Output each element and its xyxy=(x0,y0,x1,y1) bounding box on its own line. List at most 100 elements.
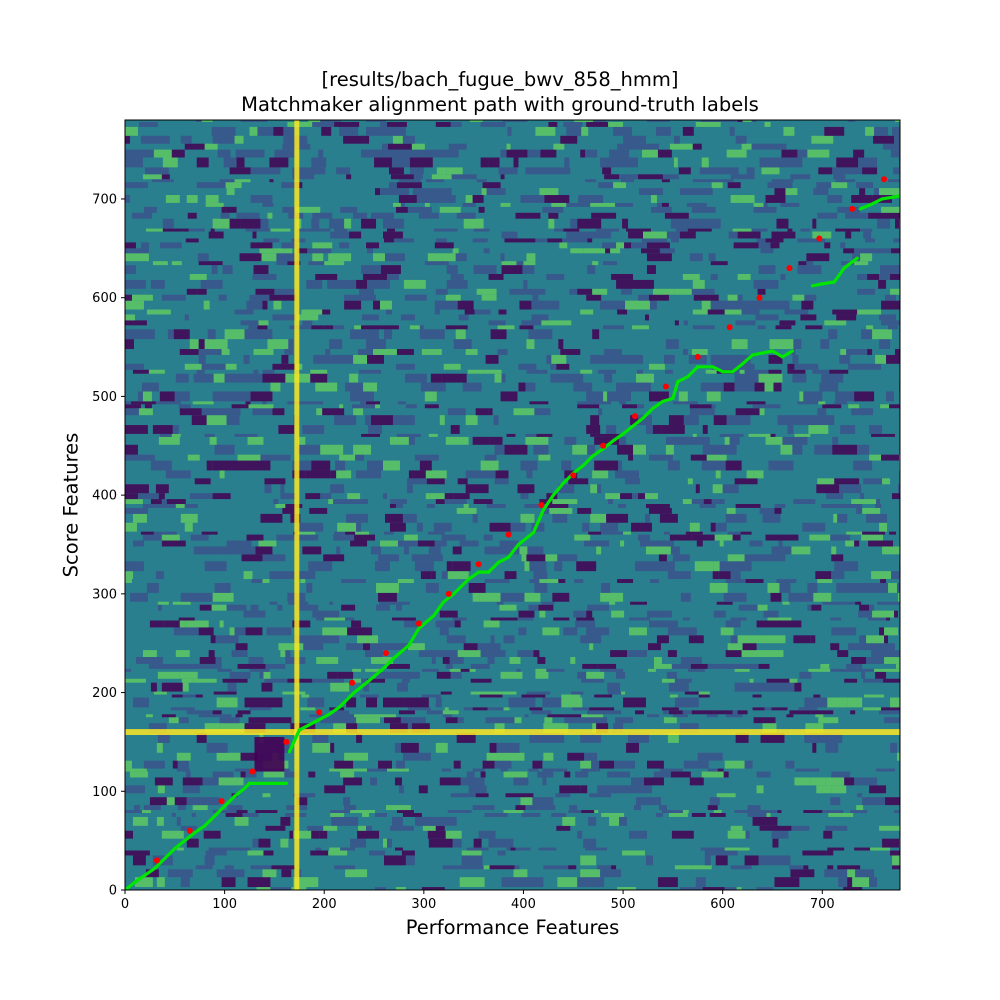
heatmap-cell xyxy=(470,678,492,683)
heatmap-cell xyxy=(340,847,356,851)
heatmap-cell xyxy=(145,135,170,144)
heatmap-cell xyxy=(597,484,602,494)
heatmap-cell xyxy=(453,760,461,769)
heatmap-cell xyxy=(524,504,547,508)
heatmap-cell xyxy=(236,212,260,219)
heatmap-cell xyxy=(854,261,869,266)
heatmap-cell xyxy=(598,195,604,203)
heatmap-cell xyxy=(514,717,522,724)
heatmap-cell xyxy=(751,554,771,562)
heatmap-cell xyxy=(728,231,738,239)
heatmap-cell xyxy=(358,349,374,355)
heatmap-cell xyxy=(568,810,582,813)
heatmap-cell xyxy=(319,830,328,839)
heatmap-cell xyxy=(238,604,247,611)
heatmap-cell xyxy=(472,768,481,772)
heatmap-cell xyxy=(442,710,459,715)
heatmap-cell xyxy=(391,157,410,168)
heatmap-cell xyxy=(482,182,501,189)
heatmap-cell xyxy=(691,534,715,541)
heatmap-cell xyxy=(752,404,757,409)
heatmap-cell xyxy=(590,484,598,494)
heatmap-cell xyxy=(517,484,535,494)
heatmap-cell xyxy=(236,810,248,813)
heatmap-cell xyxy=(626,742,640,753)
heatmap-cell xyxy=(712,484,723,494)
heatmap-cell xyxy=(851,499,877,505)
alignment-path-segment xyxy=(417,613,436,630)
x-axis-ticks: 0 100 200 300 400 500 600 700 xyxy=(121,890,835,912)
heatmap-cell xyxy=(138,329,155,340)
alignment-path-segment xyxy=(541,493,555,512)
heatmap-cell xyxy=(592,261,599,266)
heatmap-cell xyxy=(800,314,817,321)
heatmap-cell xyxy=(509,657,521,664)
heatmap-cell xyxy=(297,174,315,180)
heatmap-cell xyxy=(334,760,354,769)
heatmap-cell xyxy=(125,242,136,249)
ground-truth-label-point xyxy=(415,620,422,627)
heatmap-cell xyxy=(298,571,316,580)
heatmap-cell xyxy=(434,309,440,315)
heatmap-cell xyxy=(264,484,272,494)
heatmap-cell xyxy=(480,460,499,471)
heatmap-cell xyxy=(220,212,230,219)
heatmap-cell xyxy=(518,627,527,636)
heatmap-cell xyxy=(212,710,222,715)
heatmap-cell xyxy=(857,793,863,798)
heatmap-cell xyxy=(884,627,899,636)
heatmap-cell xyxy=(855,869,875,878)
heatmap-cell xyxy=(737,635,763,644)
heatmap-cell xyxy=(243,610,266,618)
heatmap-cell xyxy=(453,339,472,350)
heatmap-cell xyxy=(804,697,828,708)
heatmap-cell xyxy=(851,408,874,416)
heatmap-cell xyxy=(386,228,395,232)
heatmap-cell xyxy=(221,877,236,888)
heatmap-cell xyxy=(695,121,721,127)
heatmap-cell xyxy=(195,694,203,698)
heatmap-cell xyxy=(272,363,296,370)
heatmap-cell xyxy=(790,869,815,878)
heatmap-cell xyxy=(386,838,392,848)
heatmap-cell xyxy=(144,404,152,409)
heatmap-cell xyxy=(173,627,199,636)
heatmap-cell xyxy=(586,717,608,724)
heatmap-cell xyxy=(425,582,439,593)
alignment-path-segment xyxy=(780,349,795,359)
heatmap-cell xyxy=(631,522,652,532)
heatmap-cell xyxy=(500,174,505,180)
heatmap-cell xyxy=(493,546,511,555)
heatmap-cell xyxy=(494,478,509,485)
heatmap-cell xyxy=(846,531,863,535)
heatmap-cell xyxy=(479,592,501,602)
heatmap-cell xyxy=(525,167,531,175)
heatmap-cell xyxy=(840,349,847,355)
heatmap-cell xyxy=(881,206,900,213)
heatmap-cell xyxy=(212,771,227,778)
heatmap-cell xyxy=(698,694,710,698)
heatmap-cell xyxy=(221,349,230,355)
heatmap-cell xyxy=(371,212,394,219)
heatmap-cell xyxy=(487,657,495,664)
heatmap-cell xyxy=(349,231,362,239)
heatmap-cell xyxy=(262,554,286,562)
heatmap-cell xyxy=(464,865,484,870)
heatmap-cell xyxy=(836,314,857,321)
heatmap-cell xyxy=(407,707,431,711)
heatmap-cell xyxy=(577,507,592,514)
heatmap-cell xyxy=(725,620,741,628)
alignment-path-segment xyxy=(382,656,396,670)
heatmap-cell xyxy=(890,697,900,708)
heatmap-cell xyxy=(725,579,746,583)
heatmap-cell xyxy=(493,691,517,695)
heatmap-cell xyxy=(855,643,868,651)
heatmap-cell xyxy=(852,877,870,888)
heatmap-cell xyxy=(855,601,862,605)
heatmap-cell xyxy=(447,408,458,416)
heatmap-cell xyxy=(831,546,837,555)
heatmap-cell xyxy=(532,760,543,769)
alignment-path-segment xyxy=(312,712,331,724)
heatmap-cell xyxy=(493,415,499,426)
heatmap-cell xyxy=(255,810,278,813)
